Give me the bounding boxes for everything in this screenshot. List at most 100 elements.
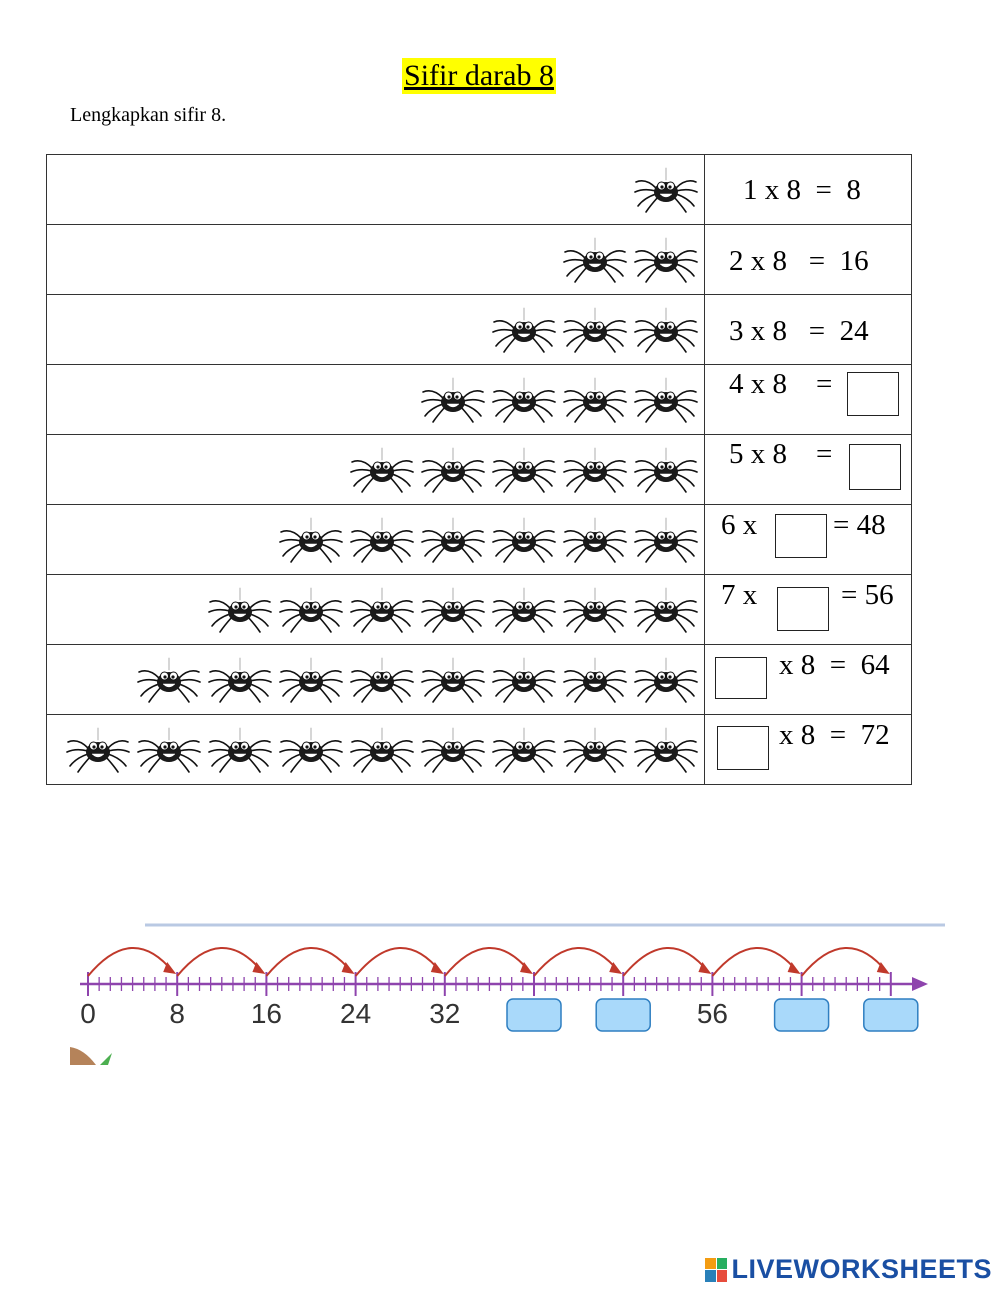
spider-icon	[634, 167, 698, 213]
equation-text: 3 x 8 = 24	[729, 315, 869, 347]
spider-icon	[492, 377, 556, 423]
spider-icon	[634, 447, 698, 493]
spider-icon	[492, 727, 556, 773]
spider-icon	[208, 587, 272, 633]
spider-icon	[279, 517, 343, 563]
spider-group	[47, 505, 704, 574]
spider-group	[47, 715, 704, 784]
answer-box[interactable]	[849, 444, 901, 490]
spider-icon	[492, 447, 556, 493]
spider-cell	[46, 154, 705, 225]
tick-label: 32	[429, 998, 460, 1029]
jump-arc	[800, 947, 888, 977]
spider-cell	[46, 294, 705, 365]
tick-label: 16	[251, 998, 282, 1029]
equation-cell: 2 x 8 = 16	[704, 224, 912, 295]
equation-text: = 56	[841, 579, 894, 611]
spider-icon	[563, 727, 627, 773]
answer-box[interactable]	[775, 514, 827, 558]
number-line: 0 8 16 24 32 56	[70, 923, 945, 1065]
table-row: 6 x = 48	[46, 504, 912, 575]
spider-group	[47, 645, 704, 714]
number-line-blank-box[interactable]	[773, 998, 830, 1032]
jump-arc	[354, 947, 442, 977]
spider-group	[47, 155, 704, 224]
spider-icon	[634, 657, 698, 703]
number-line-blank-box[interactable]	[863, 998, 919, 1032]
spider-icon	[634, 727, 698, 773]
spider-group	[47, 575, 704, 644]
answer-box[interactable]	[777, 587, 829, 631]
spider-icon	[492, 517, 556, 563]
brand-text: LIVEWORKSHEETS	[731, 1254, 992, 1284]
equation-text: 4 x 8 =	[729, 368, 833, 400]
spider-icon	[208, 657, 272, 703]
spider-cell	[46, 644, 705, 715]
jump-arc	[711, 947, 799, 977]
answer-box[interactable]	[847, 372, 899, 416]
spider-icon	[563, 517, 627, 563]
jump-arrow-icon	[698, 962, 712, 974]
spider-icon	[350, 517, 414, 563]
spider-cell	[46, 574, 705, 645]
spider-icon	[137, 657, 201, 703]
jump-arc	[265, 947, 353, 977]
spider-group	[47, 225, 704, 294]
equation-cell: 6 x = 48	[704, 504, 912, 575]
spider-icon	[634, 307, 698, 353]
tick-label: 0	[80, 998, 96, 1029]
spider-icon	[421, 447, 485, 493]
axis-arrow-icon	[912, 977, 928, 991]
jump-arc	[176, 947, 264, 977]
spider-icon	[421, 727, 485, 773]
spider-icon	[421, 377, 485, 423]
jump-arrow-icon	[609, 962, 623, 974]
jump-arrow-icon	[520, 962, 533, 974]
answer-box[interactable]	[715, 657, 767, 699]
spider-cell	[46, 504, 705, 575]
jump-arc	[444, 947, 531, 977]
equation-cell: 4 x 8 =	[704, 364, 912, 435]
number-line-blank-box[interactable]	[595, 998, 651, 1032]
table-row: 4 x 8 =	[46, 364, 912, 435]
spider-icon	[350, 727, 414, 773]
decor-sprout-icon	[100, 1053, 112, 1065]
jump-arrow-icon	[787, 962, 801, 974]
equation-text: = 48	[833, 509, 886, 541]
jump-arrow-icon	[163, 962, 177, 974]
title-wrap: Sifir darab 8	[0, 58, 1000, 94]
times-table: 1 x 8 = 8 2 x 8 = 16 3 x 8 = 24 4 x 8 = 5 x …	[46, 154, 912, 785]
spider-icon	[279, 727, 343, 773]
spider-cell	[46, 714, 705, 785]
spider-icon	[634, 517, 698, 563]
jump-arrow-icon	[876, 962, 890, 974]
spider-icon	[350, 587, 414, 633]
equation-text: 6 x	[721, 509, 758, 541]
table-row: 2 x 8 = 16	[46, 224, 912, 295]
equation-cell: x 8 = 72	[704, 714, 912, 785]
spider-icon	[563, 377, 627, 423]
number-line-blank-box[interactable]	[506, 998, 562, 1032]
spider-icon	[350, 657, 414, 703]
equation-cell: 5 x 8 =	[704, 434, 912, 505]
spider-icon	[421, 517, 485, 563]
answer-box[interactable]	[717, 726, 769, 770]
equation-cell: 7 x = 56	[704, 574, 912, 645]
spider-icon	[279, 587, 343, 633]
jump-arc	[533, 947, 620, 977]
spider-icon	[492, 587, 556, 633]
spider-icon	[634, 237, 698, 283]
spider-icon	[563, 587, 627, 633]
jump-arrow-icon	[341, 962, 355, 974]
spider-icon	[421, 657, 485, 703]
tick-label: 8	[169, 998, 185, 1029]
liveworksheets-logo-icon	[705, 1257, 728, 1282]
spider-cell	[46, 434, 705, 505]
spider-group	[47, 365, 704, 434]
equation-cell: x 8 = 64	[704, 644, 912, 715]
equation-text: x 8 = 72	[779, 719, 890, 751]
tick-label: 56	[697, 998, 728, 1029]
spider-icon	[563, 307, 627, 353]
table-row: 7 x = 56	[46, 574, 912, 645]
equation-cell: 3 x 8 = 24	[704, 294, 912, 365]
